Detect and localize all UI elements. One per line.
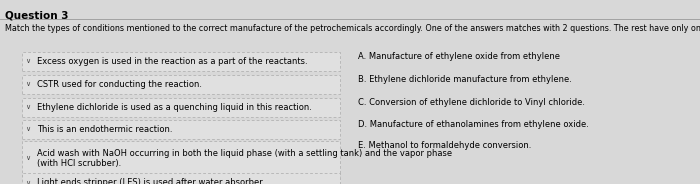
Text: ∨: ∨ bbox=[25, 81, 30, 87]
Text: This is an endothermic reaction.: This is an endothermic reaction. bbox=[37, 125, 173, 134]
Text: ∨: ∨ bbox=[25, 58, 30, 64]
Text: ∨: ∨ bbox=[25, 104, 30, 110]
Text: Ethylene dichloride is used as a quenching liquid in this reaction.: Ethylene dichloride is used as a quenchi… bbox=[37, 103, 312, 112]
Text: B. Ethylene dichloride manufacture from ethylene.: B. Ethylene dichloride manufacture from … bbox=[358, 75, 572, 84]
Text: A. Manufacture of ethylene oxide from ethylene: A. Manufacture of ethylene oxide from et… bbox=[358, 52, 560, 61]
Text: Light ends stripper (LES) is used after water absorber.: Light ends stripper (LES) is used after … bbox=[37, 178, 265, 184]
Text: Question 3: Question 3 bbox=[5, 10, 69, 20]
Text: ∨: ∨ bbox=[25, 180, 30, 184]
Text: ∨: ∨ bbox=[25, 155, 30, 161]
FancyBboxPatch shape bbox=[22, 120, 340, 139]
Text: ∨: ∨ bbox=[25, 126, 30, 132]
FancyBboxPatch shape bbox=[22, 98, 340, 117]
Text: C. Conversion of ethylene dichloride to Vinyl chloride.: C. Conversion of ethylene dichloride to … bbox=[358, 98, 585, 107]
Text: Match the types of conditions mentioned to the correct manufacture of the petroc: Match the types of conditions mentioned … bbox=[5, 24, 700, 33]
FancyBboxPatch shape bbox=[22, 52, 340, 71]
Text: Excess oxygen is used in the reaction as a part of the reactants.: Excess oxygen is used in the reaction as… bbox=[37, 57, 308, 66]
Text: Acid wash with NaOH occurring in both the liquid phase (with a settling tank) an: Acid wash with NaOH occurring in both th… bbox=[37, 148, 452, 168]
FancyBboxPatch shape bbox=[22, 173, 340, 184]
Text: D. Manufacture of ethanolamines from ethylene oxide.: D. Manufacture of ethanolamines from eth… bbox=[358, 120, 589, 129]
Text: CSTR used for conducting the reaction.: CSTR used for conducting the reaction. bbox=[37, 80, 202, 89]
FancyBboxPatch shape bbox=[22, 75, 340, 94]
Text: E. Methanol to formaldehyde conversion.: E. Methanol to formaldehyde conversion. bbox=[358, 141, 531, 150]
FancyBboxPatch shape bbox=[22, 141, 340, 176]
